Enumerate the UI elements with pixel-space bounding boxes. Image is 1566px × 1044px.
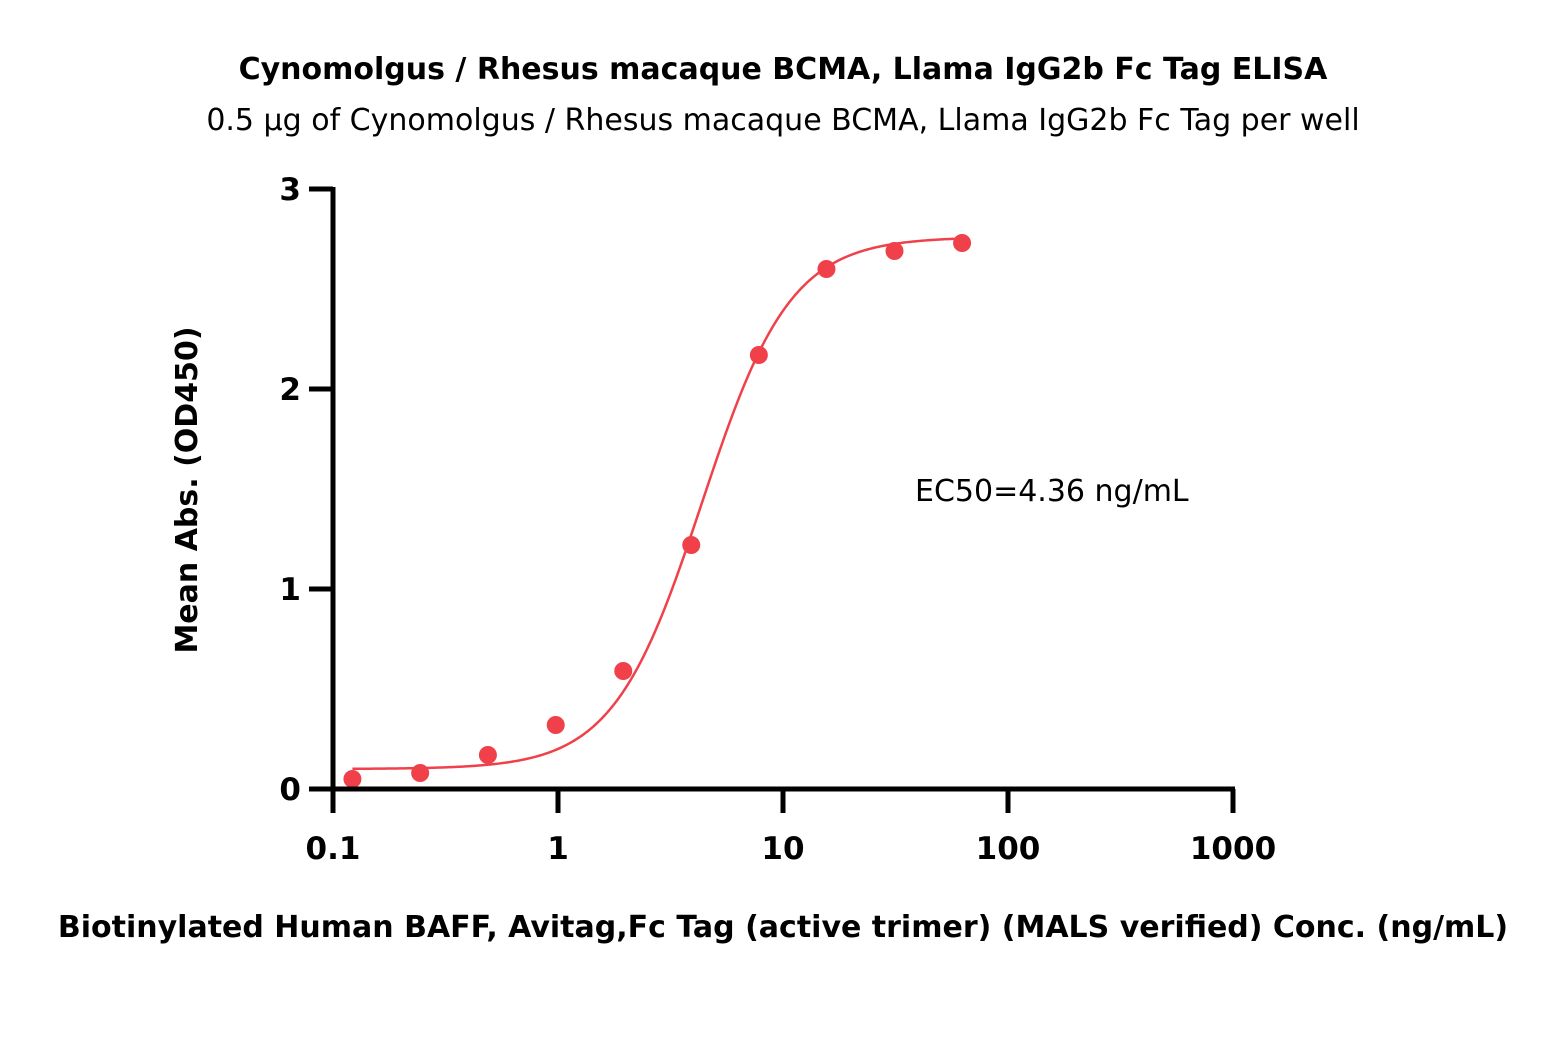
data-point [411,764,430,782]
axis-ticks-layer: 0.1 1 10 100 1000 0 1 2 3 [279,172,1276,867]
ec50-annotation: EC50=4.36 ng/mL [915,474,1189,509]
y-tick-label: 1 [279,572,301,608]
data-point [546,716,565,734]
fit-curve [352,237,963,771]
data-point [614,662,633,680]
data-point [885,242,904,260]
data-point [749,346,768,364]
data-point [478,746,497,764]
y-tick-label: 2 [279,372,301,408]
data-point [343,770,362,788]
y-axis-label: Mean Abs. (OD450) [170,326,205,653]
x-tick-label: 0.1 [306,831,361,867]
x-tick-label: 100 [976,831,1041,867]
data-points-layer [343,234,972,788]
data-point [953,234,972,252]
fit-curve-layer [352,237,963,771]
x-tick-label: 1 [547,831,569,867]
data-point [817,260,836,278]
x-tick-label: 10 [761,831,804,867]
y-tick-label: 0 [279,772,301,808]
chart-subtitle: 0.5 μg of Cynomolgus / Rhesus macaque BC… [206,103,1359,138]
x-tick-label: 1000 [1190,831,1276,867]
data-point [682,536,701,554]
y-tick-label: 3 [279,172,301,208]
x-axis-label: Biotinylated Human BAFF, Avitag,Fc Tag (… [58,910,1508,945]
chart-title: Cynomolgus / Rhesus macaque BCMA, Llama … [239,52,1329,87]
